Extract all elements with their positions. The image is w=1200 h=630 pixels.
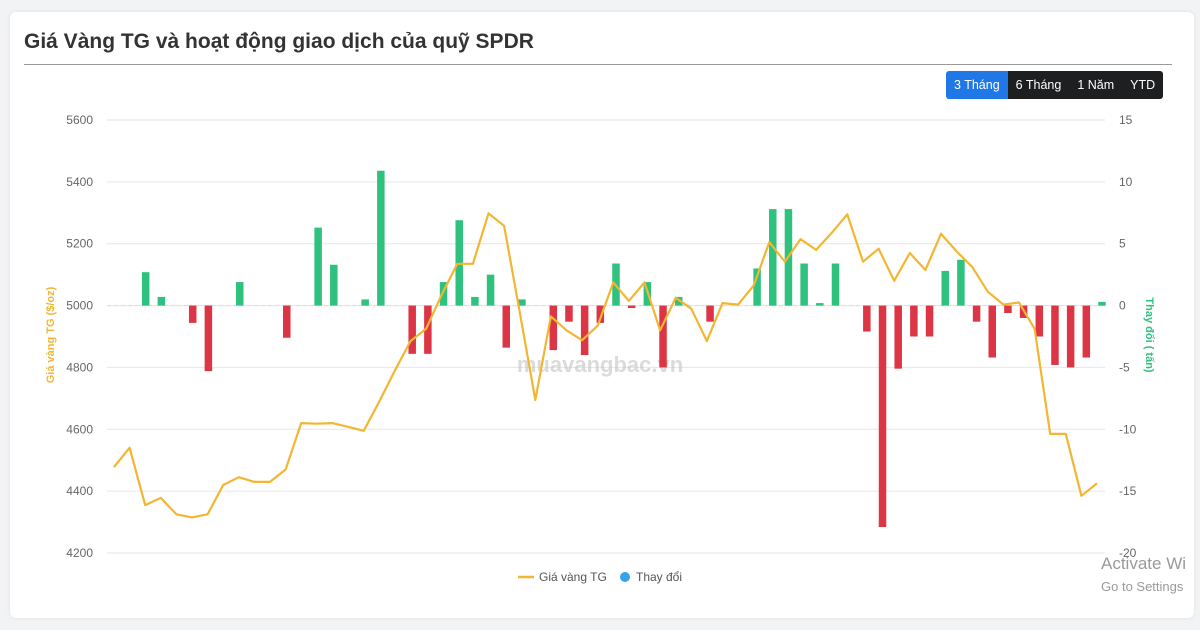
change-bar xyxy=(141,272,150,306)
legend-dot-swatch xyxy=(620,572,630,582)
change-bar xyxy=(1098,301,1106,306)
change-bar xyxy=(408,305,416,354)
change-bar xyxy=(769,209,777,306)
change-bar xyxy=(314,227,322,306)
left-axis-label: Giá vàng TG ($/oz) xyxy=(45,286,57,383)
change-bar xyxy=(957,259,965,306)
change-bar xyxy=(988,305,997,358)
right-tick-label: 5 xyxy=(1119,237,1126,251)
change-bar xyxy=(753,268,761,306)
change-bar xyxy=(972,305,981,322)
change-bar xyxy=(518,299,526,306)
change-bar xyxy=(596,305,605,323)
change-bar xyxy=(800,263,808,306)
change-bar xyxy=(910,305,918,337)
left-axis-ticks: 5600 5400 5200 5000 4800 4600 4400 4200 xyxy=(66,113,93,560)
right-tick-label: 15 xyxy=(1119,113,1133,127)
right-tick-label: -20 xyxy=(1119,546,1137,560)
change-bar xyxy=(235,282,244,306)
legend-item-change[interactable]: Thay đổi xyxy=(620,570,682,584)
change-bar xyxy=(659,305,667,368)
change-bar xyxy=(1082,305,1091,358)
os-activation-watermark: Activate Wi xyxy=(1101,554,1187,573)
change-bar xyxy=(377,170,385,306)
time-range-selector: 3 Tháng 6 Tháng 1 Năm YTD xyxy=(946,71,1164,99)
change-bar xyxy=(706,305,714,322)
change-bar xyxy=(1035,305,1044,337)
change-bar xyxy=(283,305,291,338)
change-bar xyxy=(941,270,949,306)
legend-item-price[interactable]: Giá vàng TG xyxy=(518,570,607,584)
legend: Giá vàng TG Thay đổi xyxy=(518,570,682,584)
change-bar xyxy=(424,305,432,354)
range-button-ytd[interactable]: YTD xyxy=(1122,71,1164,99)
change-bar xyxy=(204,305,213,372)
change-bar xyxy=(831,263,840,306)
change-bars xyxy=(141,170,1106,528)
left-tick-label: 5000 xyxy=(66,299,93,313)
range-button-3-months[interactable]: 3 Tháng xyxy=(946,71,1008,99)
right-axis-ticks: 15 10 5 0 -5 -10 -15 -20 xyxy=(1119,113,1137,560)
left-tick-label: 5200 xyxy=(66,237,93,251)
title-divider xyxy=(24,64,1172,65)
change-bar xyxy=(1051,305,1059,365)
change-bar xyxy=(330,264,338,306)
right-tick-label: 10 xyxy=(1119,175,1133,189)
grid-lines xyxy=(107,119,1105,554)
change-bar xyxy=(188,305,197,323)
change-bar xyxy=(1066,305,1075,368)
right-tick-label: -5 xyxy=(1119,360,1130,374)
left-tick-label: 4400 xyxy=(66,484,93,498)
change-bar xyxy=(502,305,511,348)
left-tick-label: 4800 xyxy=(66,360,93,374)
legend-label-price: Giá vàng TG xyxy=(539,570,607,584)
change-bar xyxy=(471,296,479,306)
left-tick-label: 4600 xyxy=(66,422,93,436)
change-bar xyxy=(157,296,166,306)
change-bar xyxy=(361,299,369,306)
change-bar xyxy=(816,303,824,306)
os-activation-subtext: Go to Settings xyxy=(1101,579,1184,594)
legend-label-change: Thay đổi xyxy=(636,570,682,584)
change-bar xyxy=(1004,305,1012,313)
range-button-6-months[interactable]: 6 Tháng xyxy=(1007,71,1070,99)
change-bar xyxy=(486,274,495,306)
change-bar xyxy=(863,305,871,332)
change-bar xyxy=(878,305,887,528)
left-tick-label: 5600 xyxy=(66,113,93,127)
change-bar xyxy=(627,305,636,309)
change-bar xyxy=(894,305,902,369)
right-axis-label: Thay đổi ( tấn) xyxy=(1143,297,1155,373)
change-bar xyxy=(925,305,934,337)
right-tick-label: -10 xyxy=(1119,422,1137,436)
change-bar xyxy=(565,305,573,322)
change-bar xyxy=(549,305,558,351)
left-tick-label: 5400 xyxy=(66,175,93,189)
right-tick-label: 0 xyxy=(1119,299,1126,313)
price-line xyxy=(113,212,1098,519)
range-button-1-year[interactable]: 1 Năm xyxy=(1069,71,1123,99)
right-tick-label: -15 xyxy=(1119,484,1137,498)
left-tick-label: 4200 xyxy=(66,546,93,560)
change-bar xyxy=(439,282,448,306)
page-title: Giá Vàng TG và hoạt động giao dịch của q… xyxy=(24,30,534,53)
change-bar xyxy=(580,305,589,356)
